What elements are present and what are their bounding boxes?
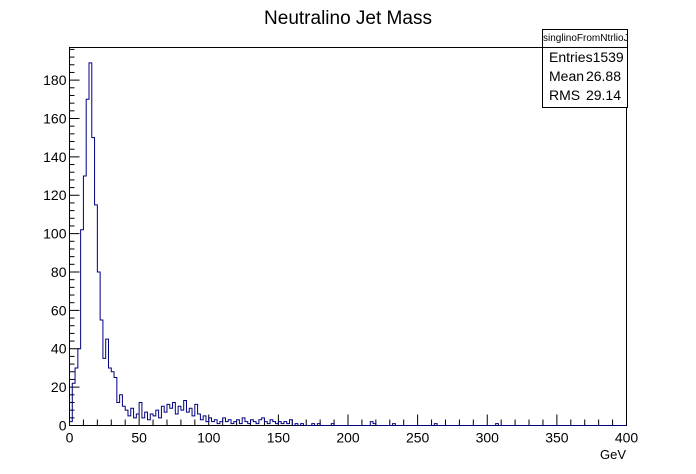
stats-row-rms: RMS 29.14 <box>543 86 627 105</box>
y-tick-label: 140 <box>43 149 67 165</box>
stats-histogram-name: singlinoFromNtrlioJetMass <box>543 30 627 48</box>
stats-row-mean: Mean 26.88 <box>543 67 627 86</box>
x-tick-label: 300 <box>476 430 500 446</box>
stats-row-entries: Entries 1539 <box>543 48 627 67</box>
x-tick-label: 100 <box>197 430 221 446</box>
y-tick-label: 120 <box>43 187 67 203</box>
stats-box: singlinoFromNtrlioJetMass Entries 1539 M… <box>542 29 628 108</box>
stats-entries-value: 1539 <box>592 49 624 65</box>
y-tick-label: 40 <box>51 341 67 357</box>
y-tick-label: 0 <box>59 418 67 434</box>
histogram-line <box>69 62 627 426</box>
y-tick-label: 60 <box>51 302 67 318</box>
x-tick-label: 350 <box>545 430 569 446</box>
y-tick-label: 160 <box>43 110 67 126</box>
x-tick-label: 150 <box>267 430 291 446</box>
x-tick-label: 250 <box>406 430 430 446</box>
stats-entries-label: Entries <box>549 49 593 65</box>
y-tick-label: 80 <box>51 264 67 280</box>
y-tick-label: 100 <box>43 226 67 242</box>
stats-rms-label: RMS <box>549 87 581 103</box>
stats-mean-label: Mean <box>549 68 585 84</box>
x-axis: 0 50 100 150 200 250 300 350 400 <box>66 414 639 446</box>
x-axis-label: GeV <box>600 447 626 462</box>
x-tick-label: 50 <box>131 430 147 446</box>
stats-rms-value: 29.14 <box>585 87 621 103</box>
y-tick-label: 20 <box>51 379 67 395</box>
chart-title: Neutralino Jet Mass <box>264 8 432 29</box>
y-tick-label: 180 <box>43 72 67 88</box>
x-tick-label: 200 <box>336 430 360 446</box>
x-tick-label: 0 <box>66 430 74 446</box>
y-axis: 0 20 40 60 80 100 120 140 160 180 <box>43 48 80 434</box>
x-tick-label: 400 <box>615 430 639 446</box>
stats-mean-value: 26.88 <box>585 68 621 84</box>
